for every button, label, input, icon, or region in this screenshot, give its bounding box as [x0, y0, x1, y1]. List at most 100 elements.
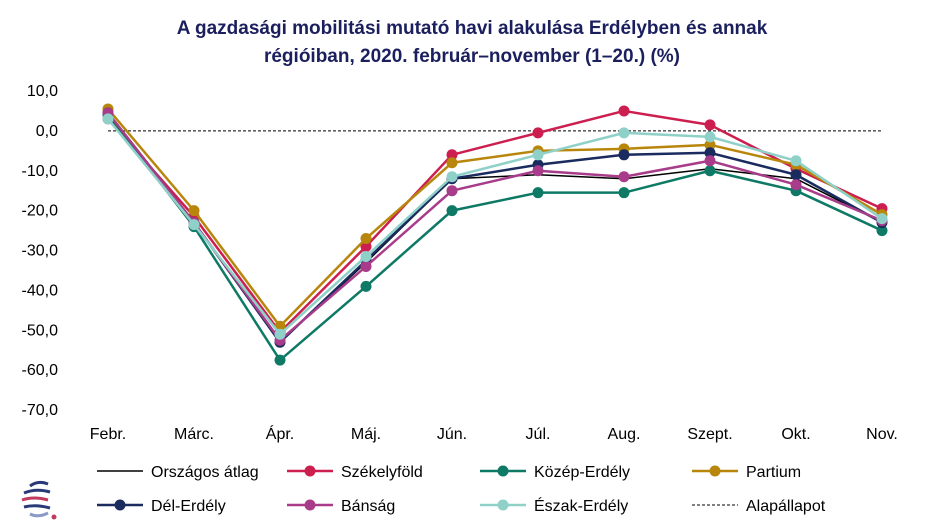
logo-stripe-1: [29, 480, 49, 488]
x-tick-label: Márc.: [174, 426, 214, 443]
data-point: [360, 280, 372, 292]
logo-stripe-3: [21, 496, 49, 502]
x-axis: Febr. Márc. Ápr. Máj. Jún. Júl. Aug. Szept. Okt.…: [90, 424, 898, 443]
legend-label: Dél-Erdély: [151, 498, 226, 515]
y-tick-label: -40,0: [22, 282, 59, 299]
data-point: [274, 328, 286, 340]
data-point: [446, 149, 458, 161]
data-point: [790, 179, 802, 191]
series-szekelyfold: [102, 105, 888, 338]
data-point: [618, 187, 630, 199]
legend-item-kozep-erdely: Közép-Erdély: [480, 464, 630, 481]
legend-label: Partium: [746, 464, 801, 481]
legend-label: Észak-Erdély: [534, 496, 628, 515]
logo-stripe-2: [23, 488, 51, 495]
series-line: [107, 112, 883, 344]
legend-swatch-marker: [304, 465, 316, 477]
data-point: [360, 250, 372, 262]
x-tick-label: Ápr.: [266, 424, 294, 443]
legend-item-alapallapot: Alapállapot: [692, 498, 826, 515]
data-point: [704, 155, 716, 167]
data-point: [446, 185, 458, 197]
y-tick-label: 10,0: [27, 83, 58, 100]
data-point: [790, 169, 802, 181]
series-line: [107, 109, 883, 334]
x-tick-label: Nov.: [866, 426, 898, 443]
y-tick-label: -70,0: [22, 402, 59, 419]
data-point: [274, 354, 286, 366]
logo-stripe-5: [29, 511, 49, 518]
data-point: [876, 225, 888, 237]
series-kozep-erdely: [102, 109, 888, 366]
data-point: [618, 171, 630, 183]
logo-stripe-4: [23, 504, 51, 510]
legend-label: Bánság: [341, 498, 395, 515]
legend-item-orszagos-atlag: Országos átlag: [97, 464, 259, 481]
series-line: [107, 108, 883, 328]
data-point: [188, 219, 200, 231]
data-point: [446, 157, 458, 169]
series-line: [107, 118, 883, 336]
y-tick-label: -60,0: [22, 362, 59, 379]
data-point: [532, 127, 544, 139]
series-partium: [102, 103, 888, 332]
legend-item-szekelyfold: Székelyföld: [287, 464, 423, 481]
x-tick-label: Szept.: [687, 426, 732, 443]
data-point: [532, 165, 544, 177]
series-eszak-erdely: [102, 113, 888, 340]
series-orszagos-atlag: [107, 116, 883, 343]
y-tick-label: -10,0: [22, 163, 59, 180]
logo-dot: [51, 514, 57, 520]
x-tick-label: Jún.: [437, 426, 467, 443]
data-point: [876, 213, 888, 225]
legend-item-eszak-erdely: Észak-Erdély: [480, 496, 628, 515]
data-point: [360, 260, 372, 272]
data-point: [704, 119, 716, 131]
data-point: [360, 233, 372, 245]
series-line: [107, 114, 883, 362]
data-point: [704, 165, 716, 177]
series-line: [107, 112, 883, 342]
data-point: [790, 155, 802, 167]
data-point: [446, 171, 458, 183]
data-point: [704, 139, 716, 151]
legend-swatch-marker: [114, 499, 126, 511]
data-point: [618, 127, 630, 139]
y-tick-label: -20,0: [22, 203, 59, 220]
data-point: [360, 241, 372, 253]
institute-logo: [21, 480, 57, 520]
legend-swatch-marker: [709, 465, 721, 477]
data-point: [532, 187, 544, 199]
x-tick-label: Okt.: [781, 426, 810, 443]
series-line: [107, 116, 883, 343]
chart-title-line-1: A gazdasági mobilitási mutató havi alaku…: [177, 18, 768, 39]
y-axis: 10,0 0,0 -10,0 -20,0 -30,0 -40,0 -50,0 -60,0 -70…: [22, 83, 59, 419]
x-tick-label: Febr.: [90, 426, 126, 443]
legend-label: Székelyföld: [341, 464, 423, 481]
plot-area: [102, 103, 888, 366]
legend-item-partium: Partium: [692, 464, 801, 481]
legend-swatch-marker: [304, 499, 316, 511]
data-point: [704, 147, 716, 159]
x-tick-label: Máj.: [351, 426, 381, 443]
y-tick-label: 0,0: [36, 123, 58, 140]
data-point: [618, 149, 630, 161]
legend-label: Közép-Erdély: [534, 464, 630, 481]
chart-title-line-2: régióiban, 2020. február–november (1–20.…: [264, 46, 680, 67]
data-point: [532, 149, 544, 161]
legend-item-del-erdely: Dél-Erdély: [97, 498, 226, 515]
legend-label: Országos átlag: [151, 464, 259, 481]
legend: Országos átlag Székelyföld Közép-Erdély Par…: [97, 464, 826, 515]
y-tick-label: -30,0: [22, 243, 59, 260]
x-tick-label: Aug.: [608, 426, 641, 443]
legend-item-bansag: Bánság: [287, 498, 395, 515]
data-point: [446, 205, 458, 217]
y-tick-label: -50,0: [22, 322, 59, 339]
data-point: [188, 205, 200, 217]
x-tick-label: Júl.: [526, 426, 551, 443]
data-point: [704, 131, 716, 143]
legend-swatch-marker: [497, 465, 509, 477]
legend-swatch-marker: [497, 499, 509, 511]
data-point: [102, 113, 114, 125]
